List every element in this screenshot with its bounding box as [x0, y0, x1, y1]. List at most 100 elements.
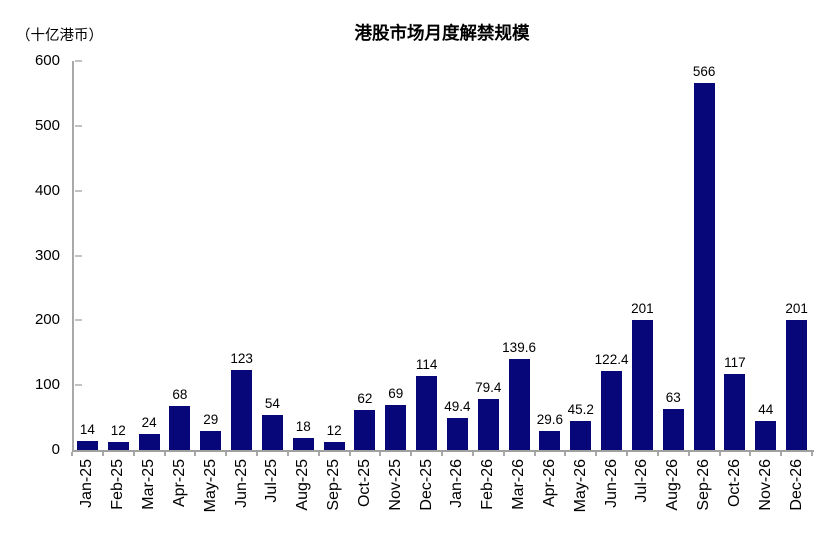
y-tick-label: 0	[51, 441, 60, 458]
x-axis-tick	[471, 452, 474, 456]
bar-Feb-25	[107, 442, 129, 450]
x-tick-label: Jun-26	[602, 459, 620, 508]
x-tick-label: Dec-26	[787, 459, 805, 511]
x-tick-label: Sep-25	[325, 459, 343, 511]
chart-title: 港股市场月度解禁规模	[354, 23, 530, 43]
x-tick-label: Nov-26	[756, 459, 774, 511]
x-axis-tick	[656, 452, 659, 456]
x-axis-tick	[379, 452, 382, 456]
x-axis-tick	[317, 452, 320, 456]
x-axis-tick	[626, 452, 628, 456]
x-tick-label: Mar-25	[140, 459, 158, 510]
bar-Jul-25	[261, 414, 283, 450]
x-tick-label: Apr-25	[170, 459, 188, 508]
bar-value-label: 45.2	[567, 401, 594, 417]
x-axis-tick	[225, 452, 228, 456]
bar-Dec-25	[416, 376, 438, 450]
x-axis-tick	[101, 452, 104, 456]
y-axis-tick	[75, 189, 82, 192]
x-tick-label: Dec-25	[417, 459, 435, 511]
bar-value-label: 123	[230, 351, 253, 367]
bar-Dec-26	[786, 319, 808, 450]
x-tick-label: Oct-26	[725, 459, 743, 508]
x-axis-tick	[595, 452, 598, 456]
bar-value-label: 139.6	[502, 340, 536, 356]
x-axis-tick	[687, 452, 690, 456]
x-tick-label: Jun-25	[232, 459, 250, 508]
bar-Jun-26	[601, 370, 623, 450]
x-tick-label: Aug-25	[294, 459, 312, 511]
bar-Mar-25	[138, 434, 160, 450]
bar-Jan-25	[76, 440, 98, 450]
bar-May-25	[200, 431, 222, 450]
x-tick-label: Jan-25	[78, 459, 96, 508]
x-axis-tick	[286, 452, 289, 456]
bar-Oct-25	[354, 409, 376, 450]
y-axis-tick	[75, 60, 82, 62]
x-tick-label: Feb-25	[109, 459, 127, 510]
x-tick-label: Jul-26	[633, 459, 651, 503]
y-tick-label: 600	[34, 52, 60, 69]
x-axis	[72, 450, 814, 452]
bar-value-label: 69	[388, 386, 404, 402]
x-axis-tick	[749, 452, 752, 456]
bar-value-label: 18	[295, 419, 311, 435]
x-axis-tick	[780, 452, 783, 456]
bar-value-label: 114	[415, 357, 438, 373]
x-tick-label: May-25	[201, 459, 219, 513]
x-axis-tick	[533, 452, 536, 456]
x-tick-label: Jul-25	[263, 459, 281, 503]
x-axis-tick	[502, 452, 505, 456]
bar-value-label: 68	[172, 386, 188, 402]
x-tick-label: Mar-26	[510, 459, 528, 510]
bar-value-label: 201	[631, 300, 654, 316]
x-axis-tick	[718, 452, 721, 456]
bar-value-label: 14	[79, 421, 95, 437]
bar-Nov-25	[385, 405, 407, 450]
y-tick-label: 500	[34, 116, 60, 134]
x-axis-tick	[194, 452, 197, 456]
x-tick-label: Nov-25	[386, 459, 404, 511]
bar-May-26	[570, 420, 592, 450]
y-axis-tick	[75, 124, 82, 127]
x-axis-tick	[410, 452, 413, 456]
x-tick-label: Jan-26	[448, 459, 466, 508]
y-tick-label: 200	[34, 311, 60, 329]
x-axis-tick	[71, 452, 73, 456]
x-tick-label: Apr-26	[540, 459, 558, 508]
y-axis	[72, 61, 74, 452]
bar-Feb-26	[477, 398, 499, 450]
bar-value-label: 117	[724, 355, 746, 371]
bar-value-label: 122.4	[594, 351, 629, 367]
x-axis-tick	[811, 452, 813, 456]
bar-Aug-26	[662, 409, 684, 450]
bar-value-label: 566	[692, 64, 716, 80]
y-axis-tick	[75, 319, 82, 322]
y-axis-tick	[75, 254, 82, 257]
y-tick-label: 300	[34, 246, 60, 264]
y-axis-unit-label: （十亿港币）	[16, 28, 103, 44]
y-tick-label: 100	[34, 376, 60, 394]
bar-value-label: 54	[264, 395, 280, 411]
bar-value-label: 49.4	[444, 398, 471, 414]
bar-Jul-26	[631, 319, 653, 450]
bar-value-label: 79.4	[475, 379, 502, 395]
bar-value-label: 29.6	[536, 411, 564, 427]
bar-value-label: 201	[785, 300, 808, 316]
bar-Jun-25	[231, 370, 253, 450]
bar-value-label: 29	[203, 412, 219, 428]
bar-Aug-25	[292, 438, 314, 450]
x-tick-label: Sep-26	[695, 459, 713, 511]
x-axis-tick	[441, 452, 443, 456]
y-tick-label: 400	[34, 181, 60, 199]
x-axis-tick	[163, 452, 166, 456]
x-axis-tick	[132, 452, 135, 456]
x-axis-tick	[348, 452, 351, 456]
x-tick-label: Aug-26	[664, 459, 682, 511]
bar-value-label: 63	[665, 390, 681, 406]
bar-value-label: 24	[141, 415, 157, 431]
x-tick-label: May-26	[571, 459, 589, 513]
bar-Apr-25	[169, 405, 191, 450]
x-axis-tick	[564, 452, 567, 456]
y-axis-tick	[75, 384, 82, 387]
